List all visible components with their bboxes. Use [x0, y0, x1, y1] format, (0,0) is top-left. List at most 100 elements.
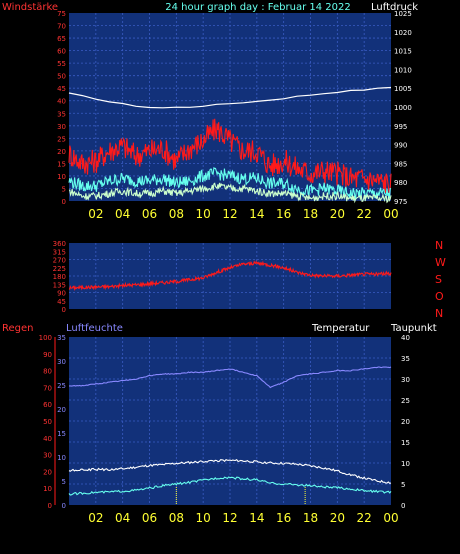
- y-tick-label-left: 75: [57, 10, 66, 18]
- y-tick-label-temperatur: 30: [401, 376, 410, 384]
- x-tick-label: 00: [383, 207, 398, 221]
- y-tick-label-right: 995: [394, 123, 407, 131]
- series-line-pressure: [68, 86, 392, 109]
- y-tick-label-right: 990: [394, 142, 407, 150]
- series-line-humidity: [68, 366, 392, 389]
- y-tick-label-regen: 80: [43, 368, 52, 376]
- y-tick-label-temperatur: 5: [401, 481, 405, 489]
- y-tick-label-luftfeuchte: 35: [57, 334, 66, 342]
- y-tick-label-right: 1020: [394, 29, 412, 37]
- y-tick-label-left: 20: [57, 148, 66, 156]
- y-tick-label-luftfeuchte: 30: [57, 358, 66, 366]
- chart-marks: [68, 86, 392, 505]
- y-tick-label-regen: 30: [43, 452, 52, 460]
- x-tick-label: 22: [357, 207, 372, 221]
- y-tick-label-right: 980: [394, 179, 407, 187]
- x-tick-label: 02: [88, 207, 103, 221]
- axis-labels: 7570656055504540353025201510501025102010…: [39, 10, 446, 525]
- x-tick-label: 20: [330, 207, 345, 221]
- y-tick-label-left: 90: [57, 290, 66, 298]
- series-line-wind_min: [68, 182, 392, 204]
- y-tick-label-temperatur: 35: [401, 355, 410, 363]
- chart-title: 24 hour graph day : Februar 14 2022: [165, 2, 350, 13]
- x-tick-label: 02: [88, 511, 103, 525]
- y-tick-label-left: 360: [53, 240, 66, 248]
- y-tick-label-right: 985: [394, 160, 407, 168]
- taupunkt-label: Taupunkt: [390, 323, 437, 334]
- x-tick-label: 10: [196, 207, 211, 221]
- x-tick-label: 00: [383, 511, 398, 525]
- y-tick-label-temperatur: 0: [401, 502, 405, 510]
- y-tick-label-left: 45: [57, 298, 66, 306]
- compass-label: W: [435, 256, 446, 269]
- y-tick-label-left: 135: [53, 281, 66, 289]
- y-tick-label-left: 180: [53, 273, 66, 281]
- y-tick-label-regen: 50: [43, 418, 52, 426]
- y-tick-label-left: 30: [57, 123, 66, 131]
- x-tick-label: 18: [303, 207, 318, 221]
- compass-label: N: [435, 307, 443, 320]
- series-line-gusts: [68, 118, 392, 195]
- y-tick-label-right: 1015: [394, 48, 412, 56]
- windstaerke-label: Windstärke: [2, 2, 58, 13]
- x-tick-label: 18: [303, 511, 318, 525]
- y-tick-label-left: 270: [53, 257, 66, 265]
- y-tick-label-luftfeuchte: 5: [62, 478, 66, 486]
- x-tick-label: 12: [222, 511, 237, 525]
- y-tick-label-regen: 70: [43, 384, 52, 392]
- temperatur-label: Temperatur: [311, 323, 370, 334]
- y-tick-label-temperatur: 10: [401, 460, 410, 468]
- y-tick-label-temperatur: 40: [401, 334, 410, 342]
- y-tick-label-left: 65: [57, 35, 66, 43]
- y-tick-label-left: 60: [57, 48, 66, 56]
- y-tick-label-regen: 0: [48, 502, 52, 510]
- y-tick-label-luftfeuchte: 10: [57, 454, 66, 462]
- y-tick-label-regen: 60: [43, 401, 52, 409]
- y-tick-label-regen: 100: [39, 334, 52, 342]
- x-tick-label: 06: [142, 511, 157, 525]
- y-tick-label-left: 0: [62, 198, 66, 206]
- x-tick-label: 04: [115, 207, 130, 221]
- series-line-temperature: [68, 458, 392, 484]
- luftdruck-label: Luftdruck: [371, 2, 418, 13]
- y-tick-label-left: 5: [62, 185, 66, 193]
- x-tick-label: 20: [330, 511, 345, 525]
- y-tick-label-luftfeuchte: 15: [57, 430, 66, 438]
- y-tick-label-regen: 90: [43, 351, 52, 359]
- y-tick-label-left: 45: [57, 85, 66, 93]
- luftfeuchte-label: Luftfeuchte: [66, 323, 123, 334]
- y-tick-label-regen: 10: [43, 485, 52, 493]
- y-tick-label-luftfeuchte: 20: [57, 406, 66, 414]
- y-tick-label-left: 50: [57, 73, 66, 81]
- compass-label: O: [435, 290, 444, 303]
- x-tick-label: 14: [249, 511, 264, 525]
- y-tick-label-regen: 40: [43, 435, 52, 443]
- compass-label: N: [435, 239, 443, 252]
- y-tick-label-right: 1010: [394, 66, 412, 74]
- y-tick-label-left: 40: [57, 98, 66, 106]
- y-tick-label-regen: 20: [43, 468, 52, 476]
- y-tick-label-left: 15: [57, 160, 66, 168]
- y-tick-label-left: 315: [53, 248, 66, 256]
- y-tick-label-left: 0: [62, 306, 66, 314]
- y-tick-label-left: 35: [57, 110, 66, 118]
- series-line-dewpoint: [68, 476, 392, 496]
- x-tick-label: 14: [249, 207, 264, 221]
- regen-label: Regen: [2, 323, 34, 334]
- y-tick-label-right: 975: [394, 198, 407, 206]
- y-tick-label-right: 1025: [394, 10, 412, 18]
- y-tick-label-temperatur: 20: [401, 418, 410, 426]
- y-tick-label-temperatur: 15: [401, 439, 410, 447]
- x-tick-label: 08: [169, 511, 184, 525]
- y-tick-label-left: 55: [57, 60, 66, 68]
- x-tick-label: 04: [115, 511, 130, 525]
- x-tick-label: 10: [196, 511, 211, 525]
- y-tick-label-left: 25: [57, 135, 66, 143]
- x-tick-label: 12: [222, 207, 237, 221]
- x-tick-label: 16: [276, 207, 291, 221]
- x-tick-label: 06: [142, 207, 157, 221]
- series-line-wind_mean: [68, 166, 392, 200]
- x-tick-label: 08: [169, 207, 184, 221]
